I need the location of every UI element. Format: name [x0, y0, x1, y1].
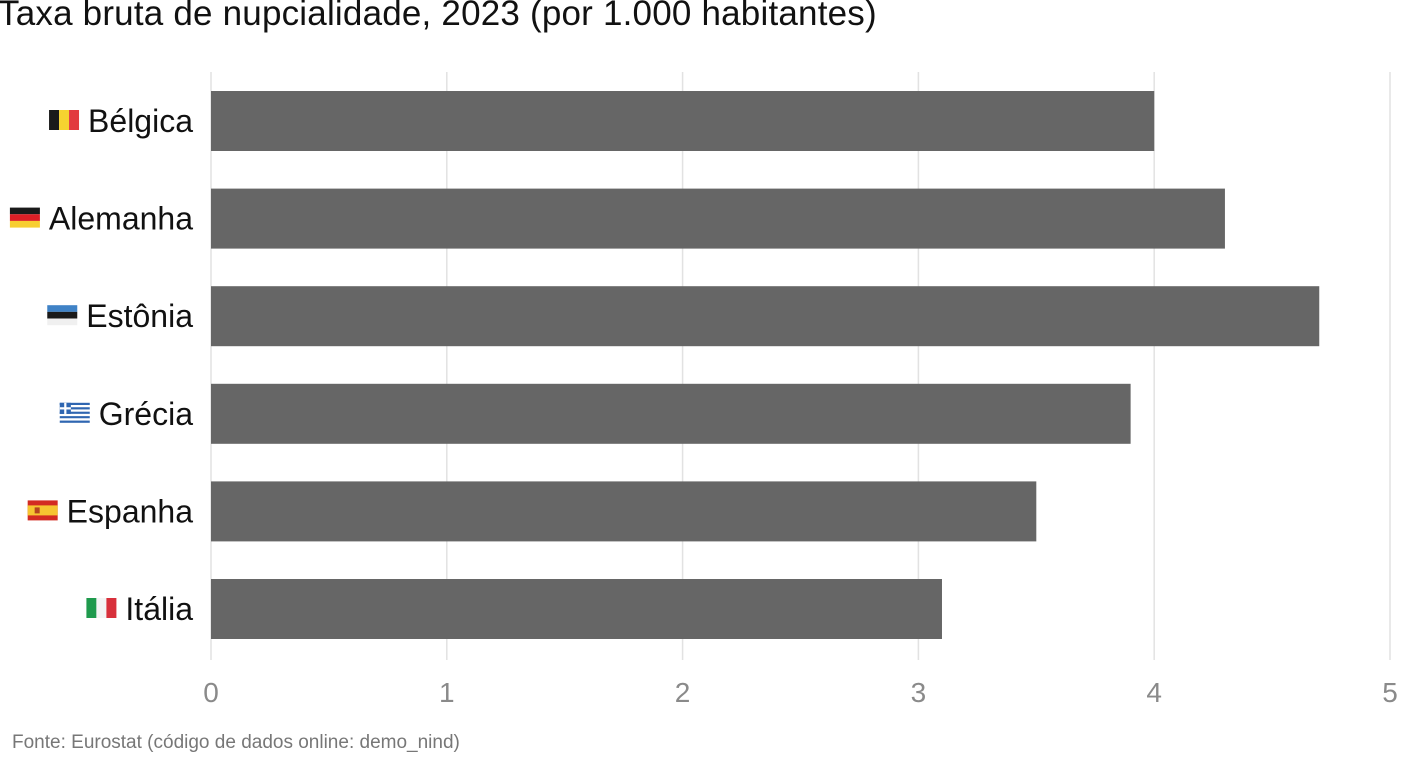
category-label-italia: Itália — [125, 591, 193, 627]
bar-alemanha — [211, 188, 1225, 249]
category-label-espanha: Espanha — [67, 493, 194, 529]
x-tick-label-2: 2 — [675, 677, 691, 708]
flag-belgium-icon — [49, 110, 80, 130]
bar-grecia — [211, 383, 1131, 444]
x-axis-ticks: 0 1 2 3 4 5 — [203, 677, 1398, 708]
category-label-belgica: Bélgica — [88, 103, 193, 139]
bar-italia — [211, 579, 942, 639]
bar-belgica — [211, 91, 1155, 151]
chart-title: Taxa bruta de nupcialidade, 2023 (por 1.… — [0, 0, 877, 33]
category-label-estonia: Estônia — [86, 298, 193, 334]
category-labels: Bélgica Alemanha Estônia Grécia Espanha Itáli… — [9, 103, 194, 627]
bar-estonia — [211, 286, 1320, 347]
flag-spain-icon — [27, 500, 58, 521]
source-note: Fonte: Eurostat (código de dados online:… — [12, 732, 460, 753]
flag-greece-icon — [59, 402, 90, 423]
flag-estonia-icon — [47, 305, 78, 326]
x-tick-label-3: 3 — [911, 677, 927, 708]
x-tick-label-4: 4 — [1146, 677, 1162, 708]
bars — [211, 91, 1320, 639]
x-tick-label-5: 5 — [1382, 677, 1398, 708]
bar-espanha — [211, 481, 1037, 542]
grid-lines — [210, 72, 1391, 660]
flag-italy-icon — [86, 598, 117, 618]
category-label-grecia: Grécia — [99, 396, 193, 432]
x-tick-label-1: 1 — [439, 677, 455, 708]
x-tick-label-0: 0 — [203, 677, 219, 708]
flag-germany-icon — [9, 207, 40, 228]
category-label-alemanha: Alemanha — [49, 201, 193, 237]
